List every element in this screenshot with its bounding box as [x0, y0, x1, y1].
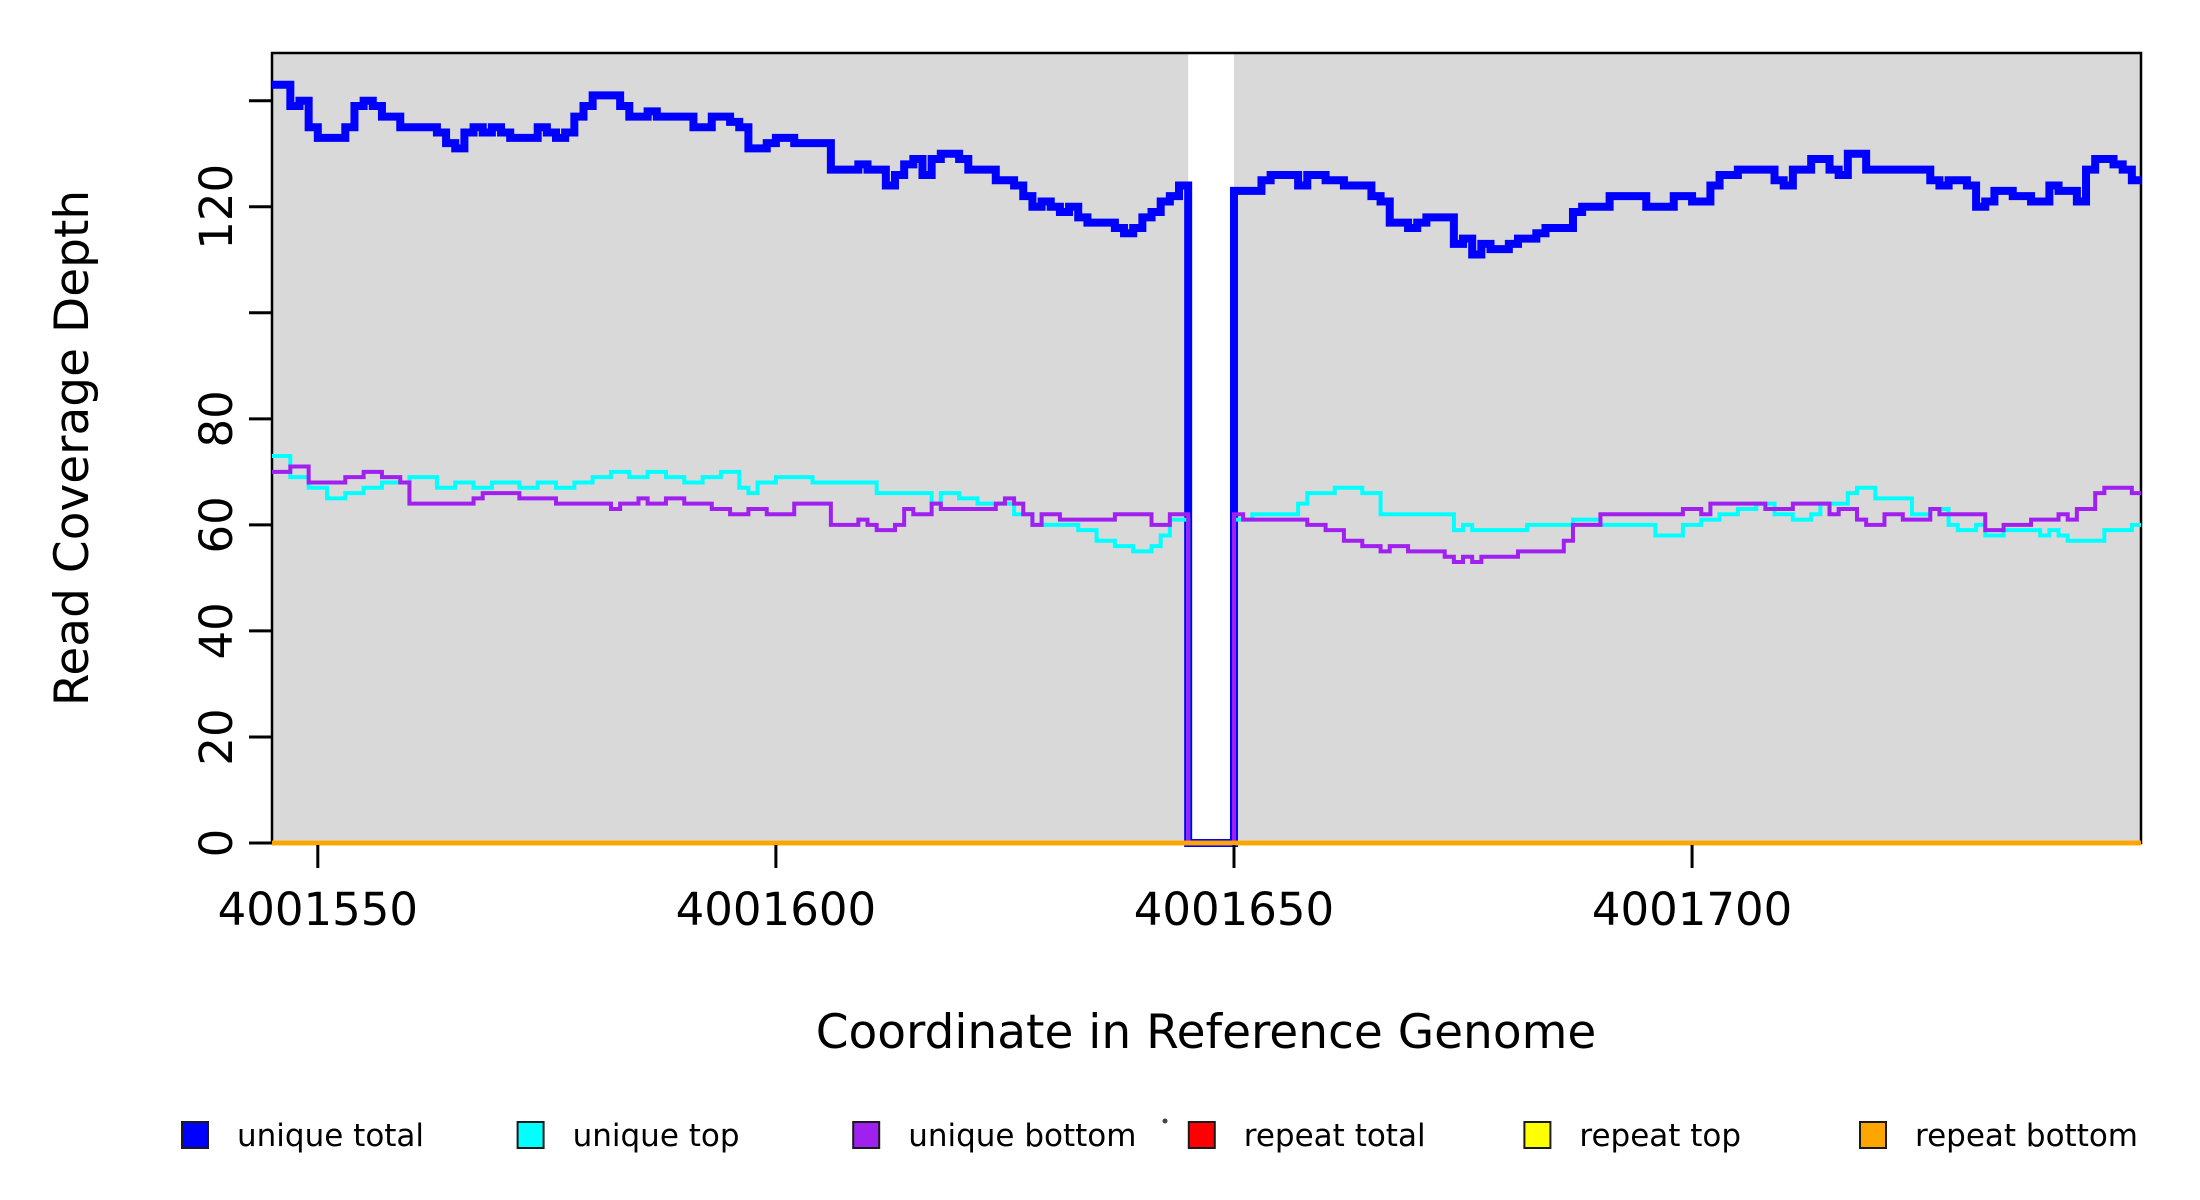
plot-panel-left	[272, 53, 1189, 843]
x-tick-label: 4001600	[676, 883, 876, 936]
plot-background	[272, 53, 2141, 843]
plot-panel-right	[1233, 53, 2141, 843]
series-unique-bottom	[272, 464, 2141, 845]
x-tick-label: 4001650	[1134, 883, 1334, 936]
x-tick-label: 4001700	[1592, 883, 1792, 936]
y-tick-label: 60	[190, 496, 243, 553]
stray-dot-artifact	[1162, 1118, 1168, 1124]
legend-swatch-repeat-bottom	[1859, 1121, 1887, 1149]
legend-label-unique-total: unique total	[237, 1118, 424, 1154]
x-axis-title: Coordinate in Reference Genome	[816, 1005, 1597, 1060]
legend-label-unique-bottom: unique bottom	[908, 1118, 1136, 1154]
legend: unique total unique top unique bottom repea…	[181, 1118, 2138, 1154]
y-tick-label: 80	[190, 390, 243, 447]
legend-swatch-repeat-total	[1187, 1121, 1216, 1149]
series-unique-top	[272, 453, 2141, 845]
legend-label-repeat-top: repeat top	[1579, 1118, 1741, 1154]
legend-label-repeat-bottom: repeat bottom	[1915, 1118, 2138, 1154]
legend-label-repeat-total: repeat total	[1244, 1118, 1426, 1154]
legend-swatch-repeat-top	[1523, 1121, 1552, 1149]
legend-swatch-unique-total	[181, 1121, 209, 1149]
series-lines	[272, 80, 2141, 847]
y-tick-label: 40	[190, 602, 243, 659]
series-unique-total	[272, 80, 2141, 847]
legend-swatch-unique-bottom	[852, 1121, 881, 1149]
legend-label-unique-top: unique top	[573, 1118, 740, 1154]
y-axis: 0 20 40 60 80 120	[190, 99, 272, 858]
legend-swatch-unique-top	[516, 1121, 545, 1149]
y-tick-label: 20	[190, 708, 243, 765]
y-axis-title: Read Coverage Depth	[45, 190, 100, 706]
y-tick-label: 120	[190, 164, 243, 250]
y-tick-label: 0	[190, 829, 243, 858]
x-axis: 4001550 4001600 4001650 4001700	[218, 845, 1792, 936]
x-tick-label: 4001550	[218, 883, 418, 936]
